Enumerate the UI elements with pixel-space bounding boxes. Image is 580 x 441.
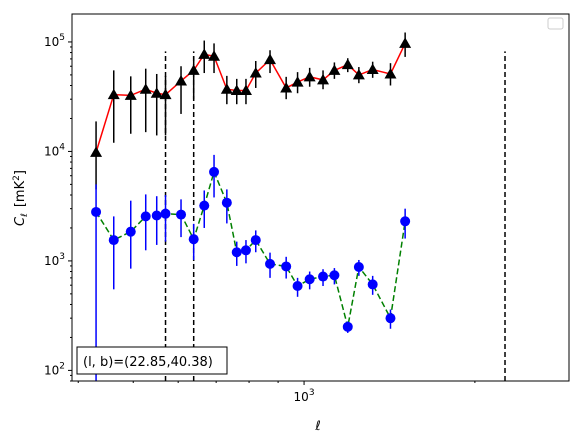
series-1-point <box>150 87 163 98</box>
series-1-point <box>249 67 262 78</box>
series-1-point <box>220 83 233 94</box>
series-2-point <box>250 235 261 246</box>
series-1-point <box>187 64 200 75</box>
series-2-point <box>281 261 292 272</box>
series-2-point <box>140 211 151 222</box>
series-1-point <box>366 63 379 75</box>
series-2-point <box>265 258 276 269</box>
series-2-point <box>188 234 199 245</box>
y-axis-label-symbol: C <box>13 216 28 226</box>
chart-marks <box>90 32 506 381</box>
y-tick-label: 102 <box>44 361 65 377</box>
annotation-text: (l, b)=(22.85,40.38) <box>83 355 213 370</box>
series-1-point <box>230 84 243 96</box>
series-2-point <box>199 200 210 211</box>
series-2-point <box>240 245 251 256</box>
series-2-point <box>176 209 187 220</box>
annotation-box <box>76 346 228 375</box>
series-1-point <box>291 76 304 87</box>
series-2-point <box>108 235 119 246</box>
series-2-point <box>318 271 329 282</box>
series-1-point <box>280 81 293 93</box>
series-2-point <box>125 226 136 237</box>
series-1-point <box>264 53 277 65</box>
legend-box[interactable] <box>547 17 564 30</box>
series-1-point <box>159 88 172 100</box>
series-1-point <box>303 70 316 82</box>
y-axis-label: Cℓ [mK2] <box>12 170 30 226</box>
series-1-point <box>328 64 341 75</box>
series-2-point <box>329 270 340 281</box>
series-1-point <box>341 58 354 70</box>
series-1-point <box>198 48 211 59</box>
y-axis-label-subscript: ℓ <box>20 213 30 218</box>
series-2-point <box>385 313 396 324</box>
series-1-point <box>139 83 152 94</box>
x-tick-label: 103 <box>294 388 315 404</box>
series-1-point <box>239 84 252 96</box>
series-2-point <box>160 208 171 219</box>
y-axis-label-unit-exponent: 2 <box>12 175 22 181</box>
series-2-point <box>221 197 232 208</box>
series-1-point <box>124 89 137 100</box>
series-2-point <box>151 210 162 221</box>
plot-frame <box>71 13 570 382</box>
axis-ticks: 102 103 104 105 103 <box>44 33 476 404</box>
x-axis-label: ℓ <box>314 419 320 434</box>
series-1-point <box>352 68 365 80</box>
series-1-point <box>384 67 397 79</box>
y-axis-label-unit-close: ] <box>13 170 28 175</box>
series-2-point <box>209 166 220 177</box>
series-1-line <box>95 43 406 153</box>
y-axis-label-unit: [mK <box>13 180 28 207</box>
series-1-point <box>208 50 221 61</box>
series-2-point <box>353 261 364 272</box>
series-1-point <box>175 74 188 86</box>
series-2-point <box>304 274 315 285</box>
series-1-point <box>317 73 330 85</box>
y-tick-label: 104 <box>44 142 65 158</box>
series-1-point <box>399 37 412 48</box>
series-1-point <box>107 88 120 100</box>
series-2-point <box>292 280 303 291</box>
series-2-point <box>367 279 378 290</box>
series-2-point <box>342 321 353 332</box>
y-tick-label: 103 <box>44 252 65 268</box>
series-2-point <box>400 216 411 227</box>
y-tick-label: 105 <box>44 33 65 49</box>
series-2-point <box>231 247 242 258</box>
series-2-point <box>91 206 102 217</box>
series-1-point <box>90 146 103 157</box>
